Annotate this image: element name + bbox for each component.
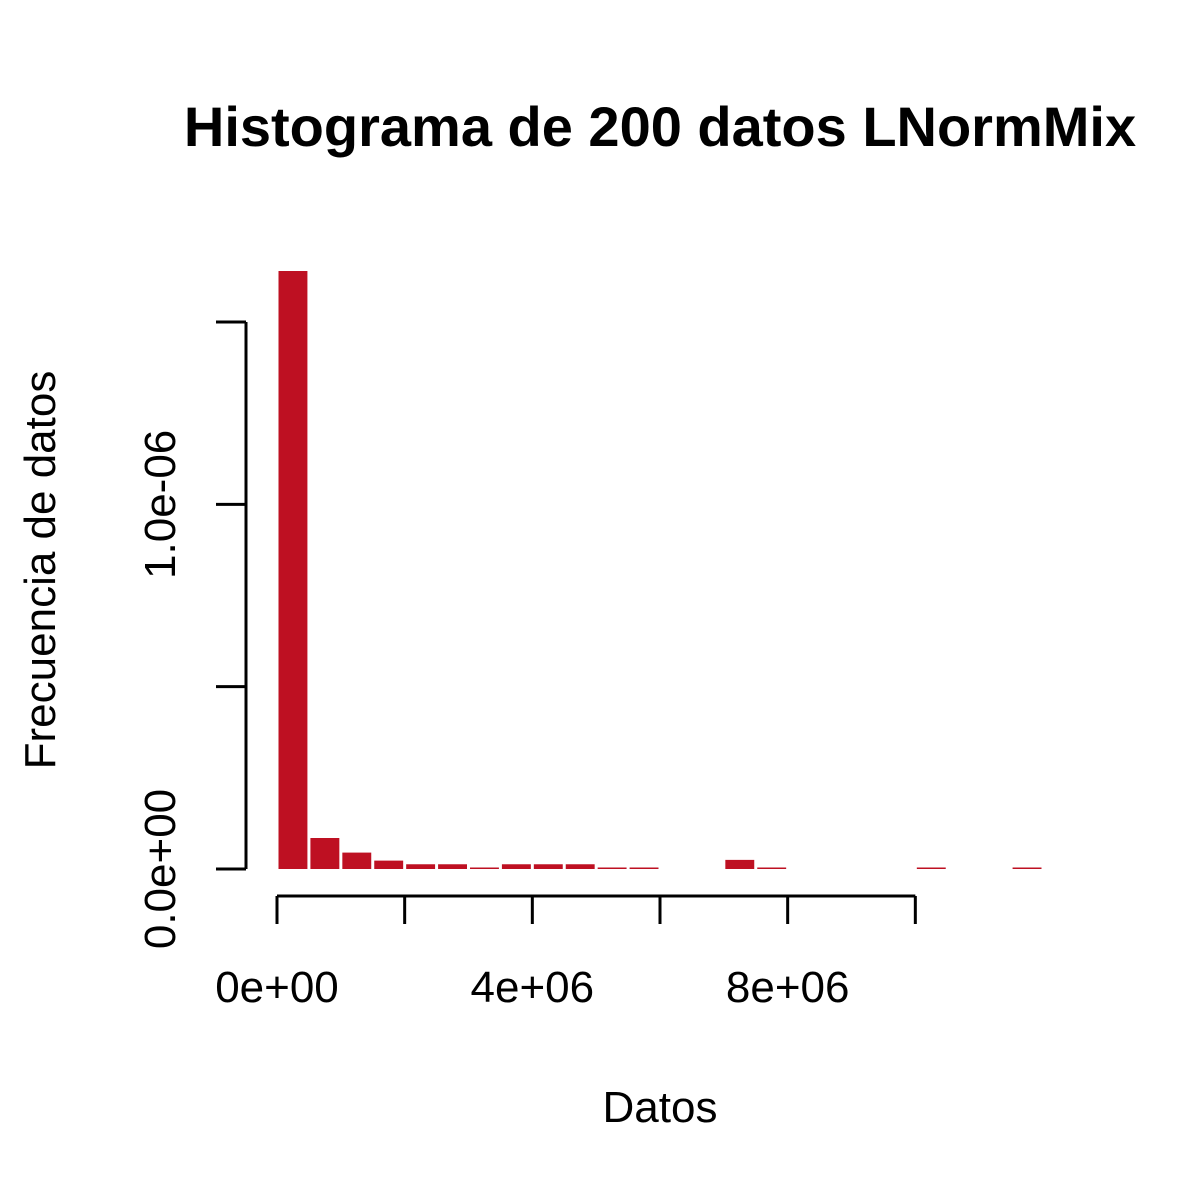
bars-group xyxy=(278,271,1042,869)
histogram-bar xyxy=(597,867,627,869)
x-axis: 0e+00 4e+06 8e+06 xyxy=(215,894,917,1012)
x-tick-label: 8e+06 xyxy=(726,963,850,1012)
chart-title: Histograma de 200 datos LNormMix xyxy=(184,95,1136,158)
histogram-bar xyxy=(406,864,436,869)
histogram-bar xyxy=(1012,867,1042,869)
x-axis-label: Datos xyxy=(603,1083,718,1132)
y-axis-label: Frecuencia de datos xyxy=(16,371,65,770)
histogram-bar xyxy=(278,271,308,869)
x-tick-label: 0e+00 xyxy=(215,963,339,1012)
histogram-bar xyxy=(374,860,404,869)
x-tick-label: 4e+06 xyxy=(471,963,595,1012)
histogram-bar xyxy=(470,867,499,869)
y-axis: 0.0e+00 1.0e-06 xyxy=(136,320,248,949)
histogram-bar xyxy=(533,864,563,869)
y-tick-label: 0.0e+00 xyxy=(136,789,185,949)
histogram-bar xyxy=(725,859,755,869)
histogram-bar xyxy=(310,838,340,869)
histogram-bar xyxy=(438,864,467,869)
histogram-bar xyxy=(565,864,595,869)
y-tick-label: 1.0e-06 xyxy=(136,430,185,579)
histogram-bar xyxy=(916,867,946,869)
histogram-bar xyxy=(757,867,787,869)
histogram-bar xyxy=(342,852,372,869)
histogram-bar xyxy=(501,864,531,869)
histogram-bar xyxy=(629,867,659,869)
